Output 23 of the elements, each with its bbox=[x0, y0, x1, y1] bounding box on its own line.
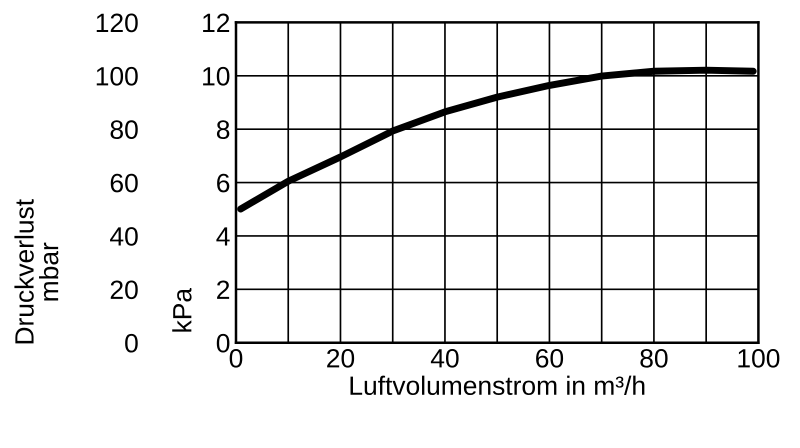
y-tick-label: 4 bbox=[216, 227, 230, 246]
y2-tick-label: 100 bbox=[96, 66, 138, 86]
x-tick-label: 60 bbox=[536, 348, 564, 368]
y-tick-label: 8 bbox=[216, 120, 230, 139]
y2-tick-label: 40 bbox=[110, 227, 138, 246]
y-axis-title: kPa bbox=[172, 288, 192, 332]
y-tick-label: 2 bbox=[217, 280, 230, 299]
x-tick-label: 40 bbox=[430, 348, 459, 368]
x-tick-label: 20 bbox=[327, 348, 354, 368]
x-tick-label: 80 bbox=[640, 348, 668, 368]
y-tick-label: 12 bbox=[203, 14, 230, 32]
y2-tick-label: 20 bbox=[110, 280, 138, 300]
y2-tick-label: 120 bbox=[96, 14, 138, 32]
y2-axis-title: Druckverlust mbar bbox=[14, 199, 58, 344]
x-tick-label: 100 bbox=[738, 348, 780, 368]
y-tick-label: 10 bbox=[203, 66, 230, 86]
y2-tick-label: 80 bbox=[110, 120, 138, 139]
y2-tick-label: 0 bbox=[125, 334, 138, 353]
x-tick-label: 0 bbox=[230, 348, 242, 368]
y-tick-label: 6 bbox=[217, 174, 230, 192]
y2-tick-label: 60 bbox=[110, 174, 138, 192]
y-tick-label: 0 bbox=[216, 334, 230, 353]
x-axis-title: Luftvolumenstrom in m³/h bbox=[350, 376, 644, 396]
